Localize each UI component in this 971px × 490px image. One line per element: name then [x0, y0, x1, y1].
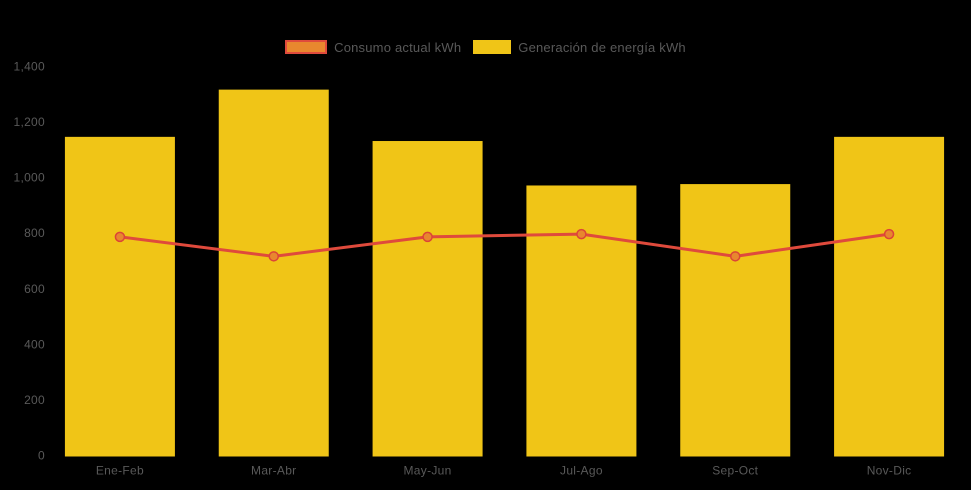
line-point-Jul-Ago[interactable] — [576, 228, 587, 240]
x-axis-category-label: May-Jun — [404, 464, 452, 478]
bar-Nov-Dic[interactable] — [834, 136, 945, 457]
y-axis-tick-label: 1,400 — [13, 60, 45, 74]
x-axis-category-label: Mar-Abr — [251, 464, 296, 478]
y-axis-tick-label: 400 — [24, 337, 45, 351]
y-axis-tick-label: 1,200 — [13, 115, 45, 129]
chart-legend: Consumo actual kWh Generación de energía… — [0, 39, 971, 55]
legend-item-generacion[interactable]: Generación de energía kWh — [473, 40, 686, 55]
x-axis-category-label: Nov-Dic — [867, 464, 912, 478]
line-point-Sep-Oct[interactable] — [730, 251, 741, 262]
line-point-Mar-Abr[interactable] — [268, 251, 279, 262]
x-axis-category-label: Jul-Ago — [560, 464, 603, 478]
line-point-Ene-Feb[interactable] — [114, 231, 126, 243]
legend-swatch-consumo-icon — [285, 40, 328, 54]
y-axis-tick-label: 1,000 — [13, 171, 45, 185]
legend-item-consumo[interactable]: Consumo actual kWh — [285, 40, 461, 55]
line-point-Nov-Dic[interactable] — [883, 228, 895, 240]
bar-Ene-Feb[interactable] — [64, 136, 175, 457]
y-axis-tick-label: 0 — [38, 449, 45, 463]
legend-swatch-generacion-icon — [473, 40, 512, 54]
bar-Jul-Ago[interactable] — [526, 185, 637, 457]
y-axis-tick-label: 600 — [24, 282, 45, 296]
x-axis-category-label: Ene-Feb — [96, 464, 144, 478]
bar-May-Jun[interactable] — [372, 141, 483, 457]
bar-Sep-Oct[interactable] — [680, 184, 791, 457]
consumption-line — [119, 232, 890, 258]
y-axis-tick-label: 800 — [24, 226, 45, 240]
y-axis-tick-label: 200 — [24, 393, 45, 407]
bar-Mar-Abr[interactable] — [218, 89, 329, 457]
x-axis-category-label: Sep-Oct — [712, 464, 758, 478]
legend-label-generacion: Generación de energía kWh — [518, 39, 686, 55]
legend-label-consumo: Consumo actual kWh — [334, 39, 462, 55]
line-point-May-Jun[interactable] — [422, 231, 433, 243]
